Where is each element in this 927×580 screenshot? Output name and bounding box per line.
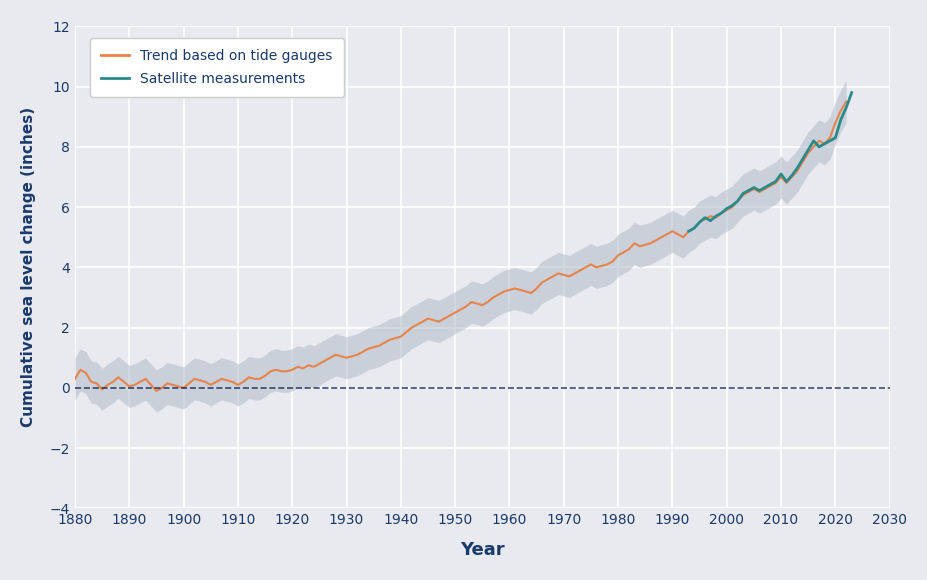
- Y-axis label: Cumulative sea level change (inches): Cumulative sea level change (inches): [20, 107, 36, 427]
- Legend: Trend based on tide gauges, Satellite measurements: Trend based on tide gauges, Satellite me…: [90, 38, 343, 97]
- X-axis label: Year: Year: [460, 541, 504, 559]
